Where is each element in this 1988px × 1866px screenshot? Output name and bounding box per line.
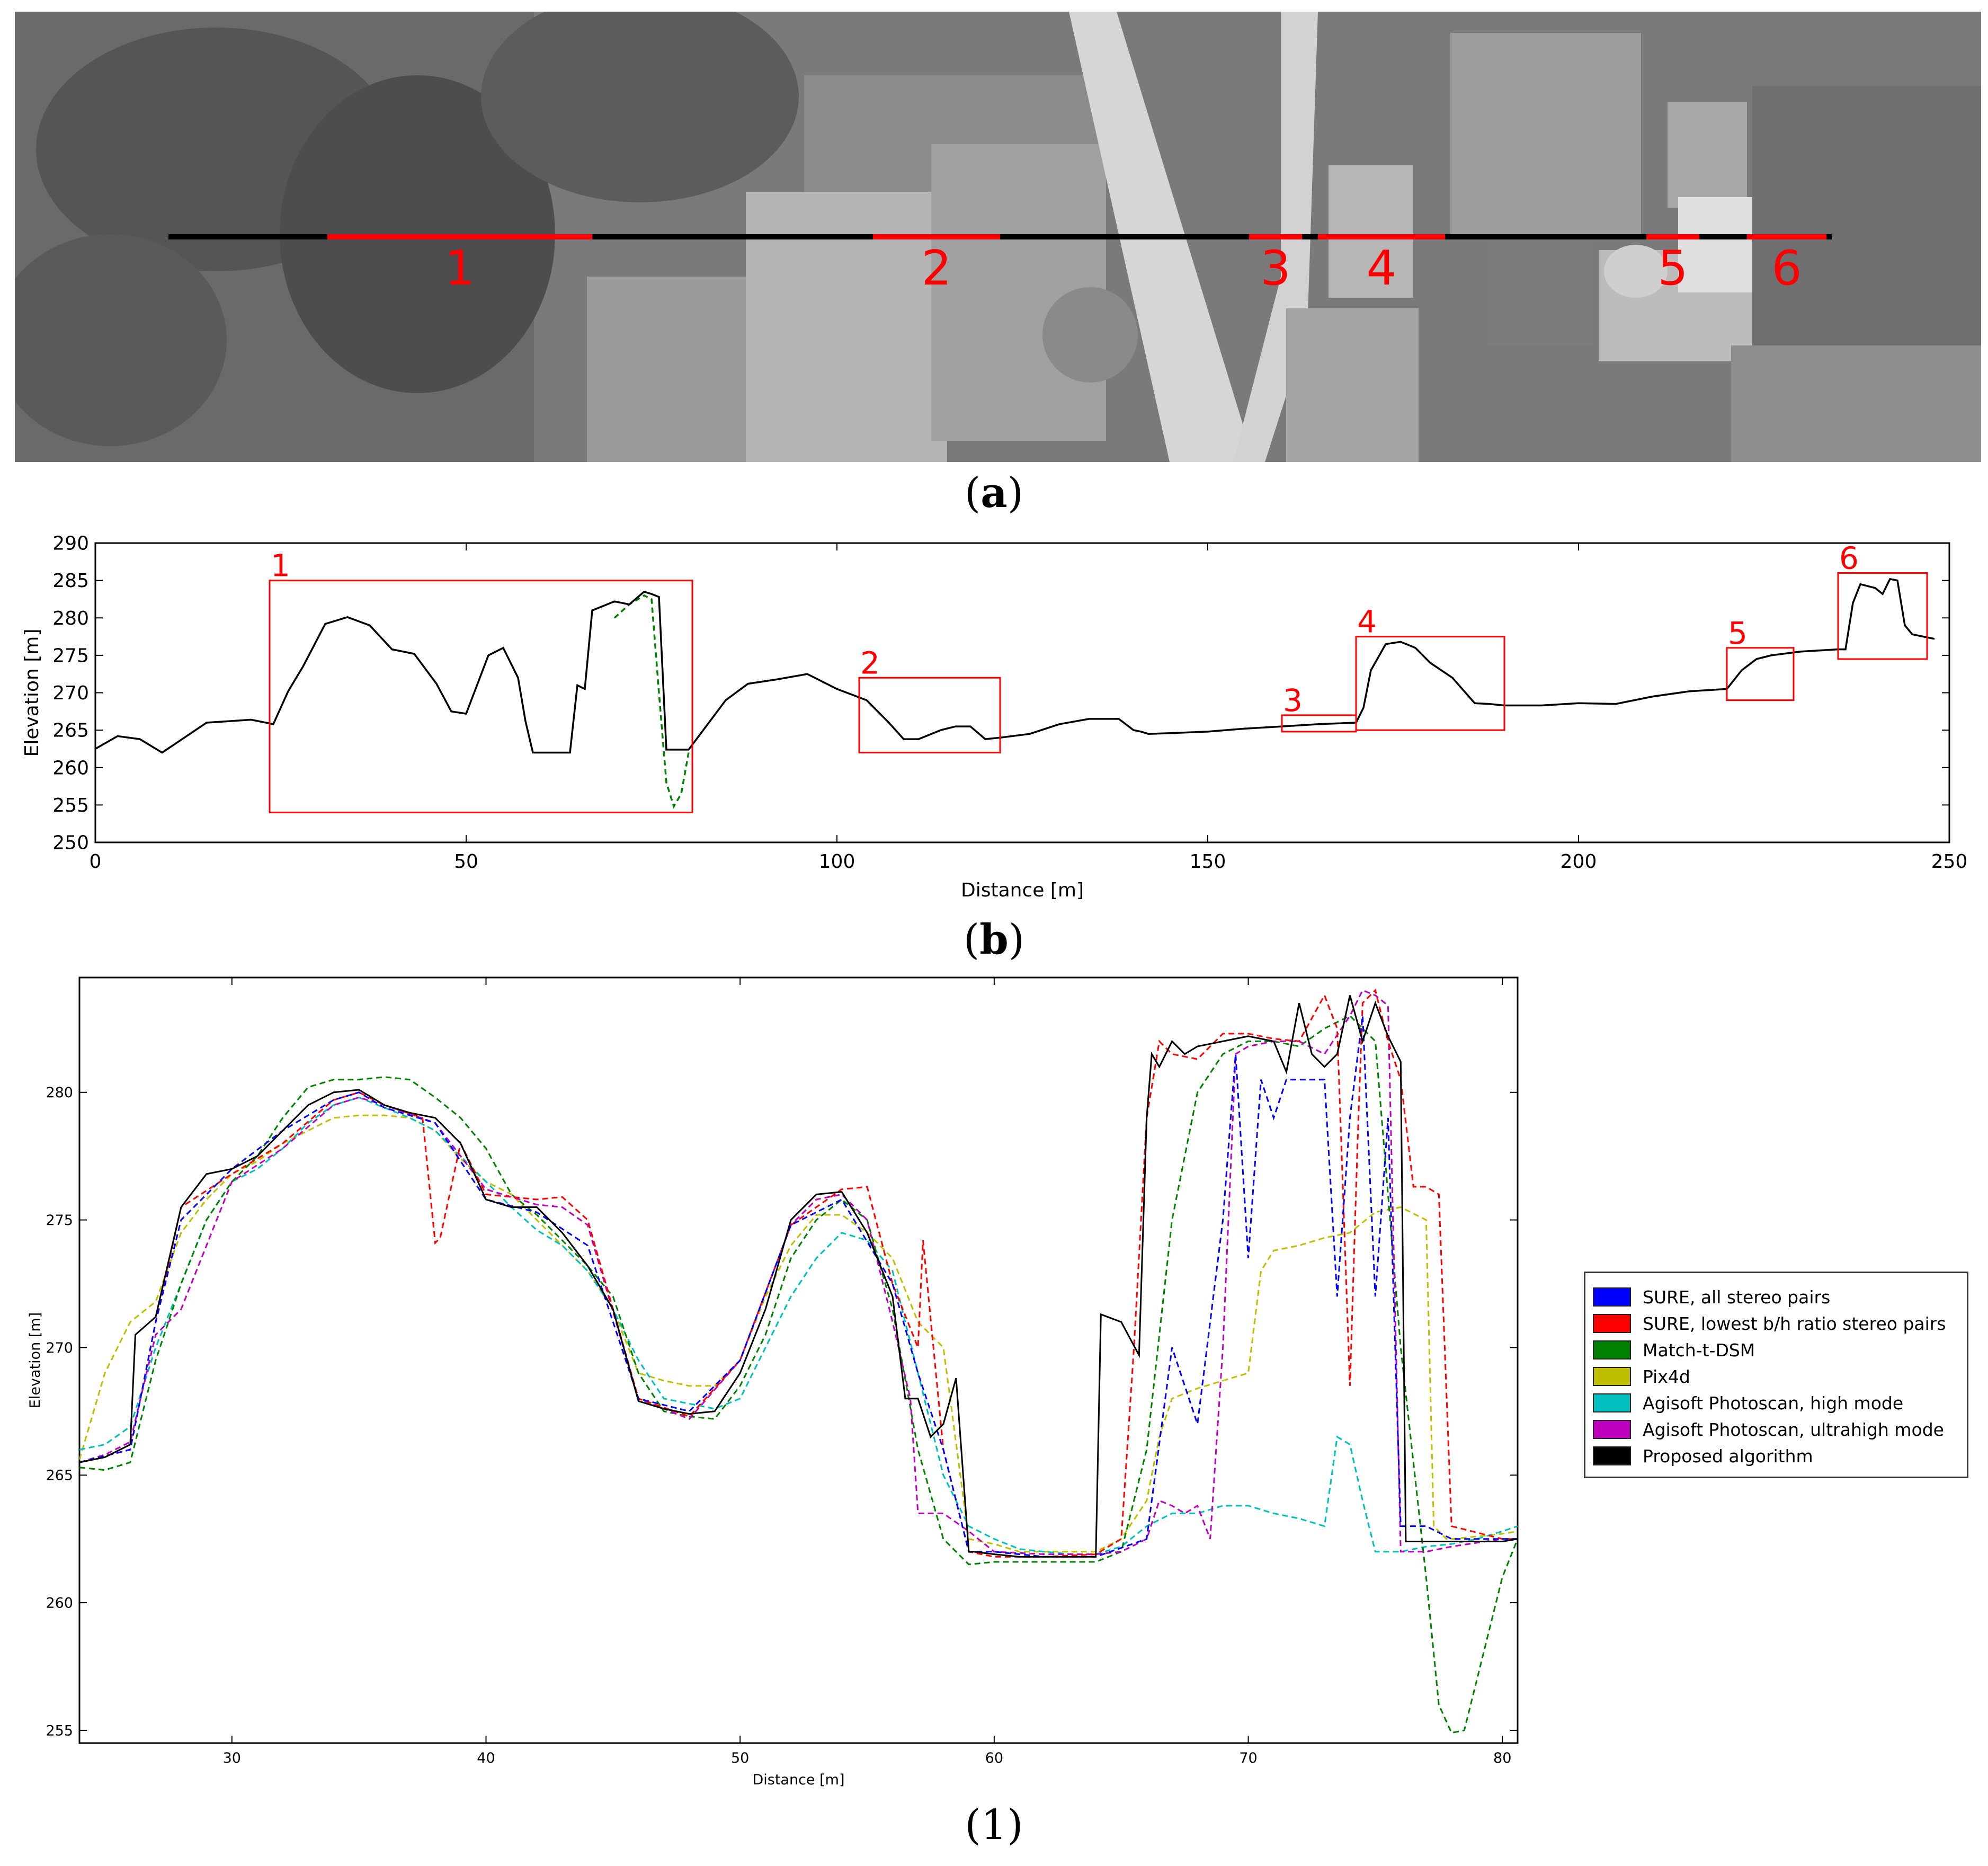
legend-swatch: [1593, 1287, 1631, 1307]
legend-label: Agisoft Photoscan, ultrahigh mode: [1643, 1419, 1944, 1440]
x-tick-label: 50: [454, 851, 478, 873]
legend-swatch: [1593, 1393, 1631, 1412]
series-line-agisoft-high: [79, 1096, 1518, 1556]
legend-swatch: [1593, 1340, 1631, 1359]
section-label-5: 5: [1657, 241, 1688, 296]
legend-swatch: [1593, 1420, 1631, 1439]
series-line-match-t: [613, 594, 690, 809]
legend-item-pix4d: Pix4d: [1593, 1363, 1967, 1390]
section-label-3: 3: [1260, 241, 1290, 296]
x-tick-label: 60: [985, 1750, 1003, 1766]
legend-swatch: [1593, 1314, 1631, 1333]
x-tick-label: 250: [1931, 851, 1968, 873]
y-tick-label: 270: [46, 1340, 73, 1356]
legend-label: SURE, all stereo pairs: [1643, 1286, 1831, 1308]
y-axis-label: Elevation [m]: [27, 1312, 43, 1408]
y-tick-label: 260: [52, 757, 89, 779]
section-label-2: 2: [921, 241, 951, 296]
x-axis-label: Distance [m]: [752, 1772, 844, 1788]
legend-label: Agisoft Photoscan, high mode: [1643, 1392, 1904, 1414]
section-label-6: 6: [1771, 241, 1802, 296]
legend-label: Match-t-DSM: [1643, 1339, 1755, 1361]
legend-item-match-t: Match-t-DSM: [1593, 1337, 1967, 1363]
y-tick-label: 285: [52, 570, 89, 592]
series-line-match-t: [79, 1015, 1518, 1734]
zoom-box-label-1: 1: [271, 548, 290, 584]
chart-b: 0 50 100 150 200 2502502552602652702752802852…: [21, 533, 1968, 901]
x-tick-label: 150: [1190, 851, 1226, 873]
zoom-box-label-3: 3: [1283, 682, 1303, 718]
x-tick-label: 0: [90, 851, 102, 873]
chart-1: 30 40 50 60 70 80 255 260 265 270 275 280 Distance […: [27, 976, 1519, 1788]
legend-label: Pix4d: [1643, 1366, 1690, 1387]
plot-area-b: [94, 542, 1950, 843]
caption-b: (b): [963, 916, 1025, 964]
legend-item-agisoft-ultra: Agisoft Photoscan, ultrahigh mode: [1593, 1416, 1967, 1443]
section-label-4: 4: [1366, 241, 1396, 296]
caption-1: (1): [965, 1801, 1023, 1849]
plot-area-1: [78, 976, 1519, 1744]
zoom-box-label-6: 6: [1839, 540, 1859, 576]
legend-item-sure-low: SURE, lowest b/h ratio stereo pairs: [1593, 1310, 1967, 1337]
legend-item-sure-all: SURE, all stereo pairs: [1593, 1284, 1967, 1310]
section-label-1: 1: [444, 241, 475, 296]
y-tick-label: 265: [46, 1468, 73, 1484]
zoom-box-6: [1837, 572, 1928, 660]
y-tick-label: 290: [52, 533, 89, 555]
legend: SURE, all stereo pairs SURE, lowest b/h r…: [1584, 1272, 1968, 1478]
caption-a: (a): [964, 469, 1024, 517]
series-line-proposed: [79, 995, 1518, 1558]
zoom-box-label-2: 2: [860, 645, 880, 681]
x-tick-label: 30: [223, 1750, 241, 1766]
zoom-box-4: [1355, 636, 1505, 731]
aerial-photo: 1 2 3 4 5 6: [15, 12, 1981, 462]
legend-label: SURE, lowest b/h ratio stereo pairs: [1643, 1313, 1946, 1334]
zoom-box-5: [1726, 647, 1795, 701]
x-tick-label: 100: [819, 851, 855, 873]
legend-swatch: [1593, 1446, 1631, 1465]
y-axis-label: Elevation [m]: [21, 629, 43, 757]
y-tick-label: 265: [52, 720, 89, 742]
y-tick-label: 275: [52, 645, 89, 667]
legend-item-proposed: Proposed algorithm: [1593, 1443, 1967, 1469]
series-line-sure-all: [79, 1016, 1518, 1558]
series-line-proposed: [95, 577, 1935, 754]
y-tick-label: 260: [46, 1595, 73, 1612]
y-tick-label: 270: [52, 682, 89, 704]
zoom-box-label-5: 5: [1728, 615, 1748, 651]
x-tick-label: 200: [1561, 851, 1597, 873]
y-tick-label: 275: [46, 1212, 73, 1229]
y-tick-label: 280: [52, 608, 89, 629]
y-tick-label: 255: [52, 795, 89, 816]
x-tick-label: 40: [477, 1750, 495, 1766]
y-tick-label: 250: [52, 832, 89, 854]
legend-item-agisoft-high: Agisoft Photoscan, high mode: [1593, 1390, 1967, 1416]
zoom-box-2: [858, 677, 1001, 753]
x-tick-label: 80: [1493, 1750, 1511, 1766]
y-tick-label: 255: [46, 1722, 73, 1739]
zoom-box-1: [269, 580, 693, 813]
x-tick-label: 50: [731, 1750, 749, 1766]
y-tick-label: 280: [46, 1085, 73, 1101]
x-axis-label: Distance [m]: [961, 879, 1084, 901]
legend-label: Proposed algorithm: [1643, 1445, 1813, 1467]
x-tick-label: 70: [1239, 1750, 1257, 1766]
legend-swatch: [1593, 1367, 1631, 1386]
zoom-box-label-4: 4: [1357, 604, 1377, 640]
